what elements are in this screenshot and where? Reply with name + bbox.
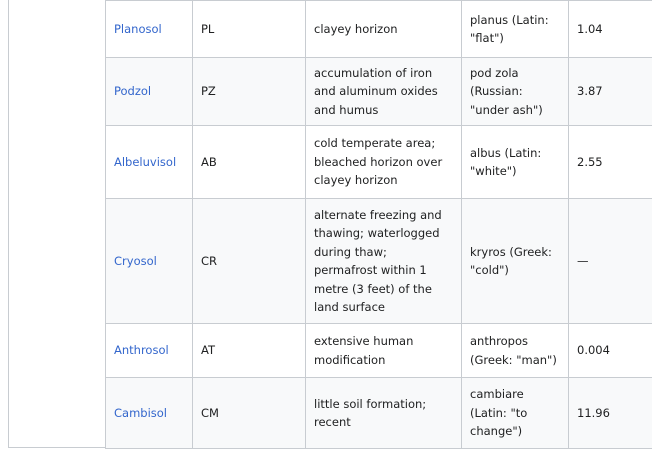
- soil-etymology: planus (Latin: "flat"): [461, 0, 569, 58]
- soil-value: 0.004: [568, 323, 652, 378]
- soil-value: 1.04: [568, 0, 652, 58]
- soil-name-link[interactable]: Planosol: [105, 0, 193, 58]
- soil-etymology: pod zola (Russian: "under ash"): [461, 57, 569, 126]
- soil-code: AB: [192, 125, 306, 199]
- soil-etymology: cambiare (Latin: "to change"): [461, 377, 569, 449]
- table-row: Anthrosol AT extensive human modificatio…: [105, 323, 652, 378]
- table-row: Albeluvisol AB cold temperate area; blea…: [105, 125, 652, 199]
- soil-value: 3.87: [568, 57, 652, 126]
- soil-name-link[interactable]: Anthrosol: [105, 323, 193, 378]
- soil-name-link[interactable]: Cryosol: [105, 198, 193, 324]
- soil-description: alternate freezing and thawing; waterlog…: [305, 198, 462, 324]
- soil-code: CM: [192, 377, 306, 449]
- soil-description: clayey horizon: [305, 0, 462, 58]
- soil-groups-table: Planosol PL clayey horizon planus (Latin…: [105, 0, 652, 449]
- soil-value: 11.96: [568, 377, 652, 449]
- table-row: Planosol PL clayey horizon planus (Latin…: [105, 0, 652, 58]
- soil-description: cold temperate area; bleached horizon ov…: [305, 125, 462, 199]
- soil-code: PZ: [192, 57, 306, 126]
- soil-value: 2.55: [568, 125, 652, 199]
- soil-name-link[interactable]: Cambisol: [105, 377, 193, 449]
- table-row: Podzol PZ accumulation of iron and alumi…: [105, 57, 652, 126]
- soil-code: CR: [192, 198, 306, 324]
- soil-etymology: kryros (Greek: "cold"): [461, 198, 569, 324]
- soil-description: extensive human modification: [305, 323, 462, 378]
- table-row: Cryosol CR alternate freezing and thawin…: [105, 198, 652, 324]
- soil-name-link[interactable]: Podzol: [105, 57, 193, 126]
- soil-value: —: [568, 198, 652, 324]
- soil-description: accumulation of iron and aluminum oxides…: [305, 57, 462, 126]
- soil-code: AT: [192, 323, 306, 378]
- soil-name-link[interactable]: Albeluvisol: [105, 125, 193, 199]
- soil-code: PL: [192, 0, 306, 58]
- soil-description: little soil formation; recent: [305, 377, 462, 449]
- table-row: Cambisol CM little soil formation; recen…: [105, 377, 652, 449]
- soil-etymology: anthropos (Greek: "man"): [461, 323, 569, 378]
- soil-etymology: albus (Latin: "white"): [461, 125, 569, 199]
